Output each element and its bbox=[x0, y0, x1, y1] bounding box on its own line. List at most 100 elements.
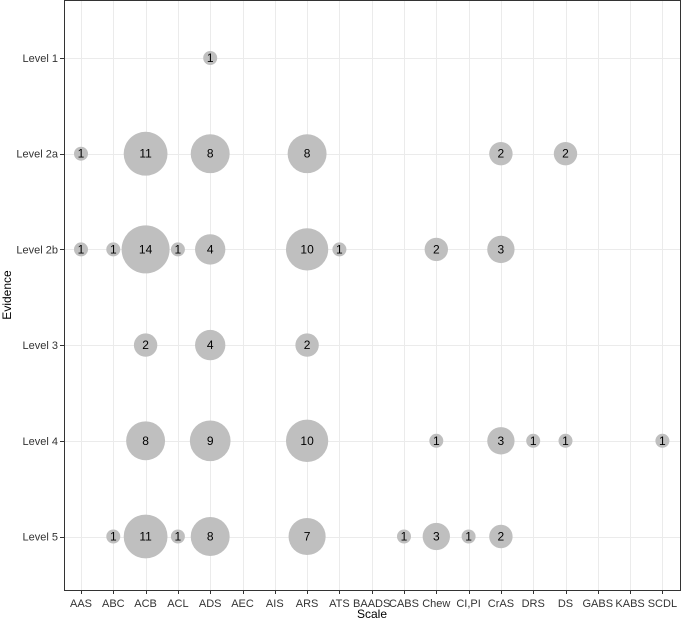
bubble-value-label: 4 bbox=[207, 338, 214, 352]
bubble-point bbox=[429, 433, 444, 448]
bubble-value-label: 7 bbox=[304, 530, 311, 544]
bubble-value-label: 8 bbox=[207, 147, 214, 161]
bubble-value-label: 2 bbox=[562, 147, 569, 161]
bubble-value-label: 1 bbox=[175, 530, 182, 544]
bubble-value-label: 1 bbox=[207, 51, 214, 65]
bubble-point bbox=[487, 427, 515, 455]
y-tick-label: Level 2a bbox=[16, 149, 58, 161]
x-tick-label: SCDL bbox=[648, 598, 677, 610]
bubble-value-label: 4 bbox=[207, 242, 214, 256]
bubble-value-label: 8 bbox=[207, 530, 214, 544]
bubble-point bbox=[288, 517, 326, 556]
bubble-point bbox=[121, 225, 170, 274]
bubble-point bbox=[655, 433, 670, 448]
y-tick-label: Level 3 bbox=[23, 340, 58, 352]
bubble-value-label: 2 bbox=[433, 242, 440, 256]
bubble-point bbox=[489, 524, 513, 549]
x-tick-label: ATS bbox=[329, 598, 350, 610]
bubble-value-label: 3 bbox=[498, 434, 505, 448]
bubble-value-label: 1 bbox=[401, 530, 408, 544]
bubble-point bbox=[123, 514, 168, 559]
y-tick-label: Level 1 bbox=[23, 53, 58, 65]
y-axis: Level 1 Level 2a Level 2b Level 3 Level 4 Lev… bbox=[16, 53, 64, 544]
bubble-point bbox=[558, 433, 573, 448]
bubble-point bbox=[123, 131, 168, 176]
gridlines bbox=[64, 0, 680, 590]
bubble-point bbox=[195, 234, 226, 265]
bubble-value-label: 14 bbox=[139, 242, 153, 256]
bubble-point bbox=[195, 329, 226, 361]
bubble-point bbox=[74, 242, 88, 257]
bubble-point bbox=[190, 134, 230, 174]
bubble-point bbox=[489, 141, 513, 166]
x-tick-label: DS bbox=[558, 598, 573, 610]
x-tick-label: DRS bbox=[522, 598, 545, 610]
bubble-value-label: 1 bbox=[433, 434, 440, 448]
y-tick-label: Level 4 bbox=[23, 436, 58, 448]
x-tick-label: BAADS bbox=[353, 598, 390, 610]
bubble-point bbox=[190, 517, 230, 556]
bubble-value-label: 2 bbox=[498, 530, 505, 544]
bubble-value-label: 10 bbox=[300, 434, 314, 448]
bubble-value-label: 1 bbox=[562, 434, 569, 448]
x-tick-label: AIS bbox=[266, 598, 284, 610]
bubble-value-label: 11 bbox=[139, 530, 152, 544]
bubble-point bbox=[397, 529, 411, 544]
x-axis-title: Scale bbox=[357, 607, 387, 621]
bubble-point bbox=[422, 522, 450, 551]
x-tick-label: ACL bbox=[167, 598, 188, 610]
x-tick-label: AEC bbox=[231, 598, 254, 610]
y-tick-label: Level 2b bbox=[16, 244, 58, 256]
bubble-value-label: 1 bbox=[78, 242, 85, 256]
bubble-value-label: 2 bbox=[142, 338, 149, 352]
bubble-point bbox=[170, 242, 185, 257]
bubble-value-label: 1 bbox=[78, 147, 85, 161]
bubble-value-label: 1 bbox=[465, 530, 472, 544]
bubble-value-label: 8 bbox=[304, 147, 311, 161]
bubble-value-label: 9 bbox=[207, 434, 214, 448]
x-tick-label: ABC bbox=[102, 598, 125, 610]
bubble-point bbox=[203, 51, 218, 65]
bubble-value-label: 10 bbox=[300, 242, 314, 256]
bubble-value-label: 3 bbox=[433, 530, 440, 544]
bubble-point bbox=[285, 419, 329, 462]
bubble-point bbox=[189, 420, 231, 462]
y-axis-title: Evidence bbox=[0, 270, 14, 320]
bubble-point bbox=[126, 421, 166, 461]
bubble-point bbox=[526, 433, 541, 448]
x-tick-label: CrAS bbox=[488, 598, 514, 610]
bubble-value-label: 1 bbox=[175, 242, 182, 256]
y-tick-label: Level 5 bbox=[23, 532, 58, 544]
bubble-value-label: 11 bbox=[139, 147, 152, 161]
bubble-value-label: 1 bbox=[336, 242, 343, 256]
bubble-value-label: 1 bbox=[659, 434, 666, 448]
bubble-point bbox=[553, 141, 578, 166]
x-tick-label: ADS bbox=[199, 598, 222, 610]
bubble-point bbox=[487, 235, 515, 264]
x-tick-label: GABS bbox=[583, 598, 614, 610]
x-tick-label: Chew bbox=[422, 598, 450, 610]
x-tick-label: CABS bbox=[389, 598, 419, 610]
bubble-point bbox=[424, 237, 449, 262]
x-tick-label: ACB bbox=[134, 598, 157, 610]
bubble-point bbox=[170, 529, 185, 544]
bubble-point bbox=[106, 529, 121, 544]
bubble-point bbox=[74, 146, 88, 161]
bubble-value-label: 1 bbox=[110, 530, 117, 544]
bubble-point bbox=[133, 333, 158, 357]
bubble-value-label: 3 bbox=[498, 242, 505, 256]
bubble-value-label: 2 bbox=[304, 338, 311, 352]
bubble-point bbox=[332, 242, 347, 257]
bubble-point bbox=[106, 242, 121, 257]
bubble-value-label: 8 bbox=[142, 434, 149, 448]
x-tick-label: AAS bbox=[70, 598, 92, 610]
bubble-value-label: 1 bbox=[110, 242, 117, 256]
bubbles: 11 11 8 8 2 21 1 14 1 4 10 1 2 32 4 28 9 10 1 3 1 1 11 11 1 8 7 1 3 1… bbox=[74, 51, 670, 559]
x-tick-label: ARS bbox=[296, 598, 319, 610]
bubble-point bbox=[287, 134, 327, 174]
bubble-point bbox=[295, 333, 319, 357]
bubble-value-label: 1 bbox=[530, 434, 537, 448]
x-tick-label: KABS bbox=[615, 598, 644, 610]
